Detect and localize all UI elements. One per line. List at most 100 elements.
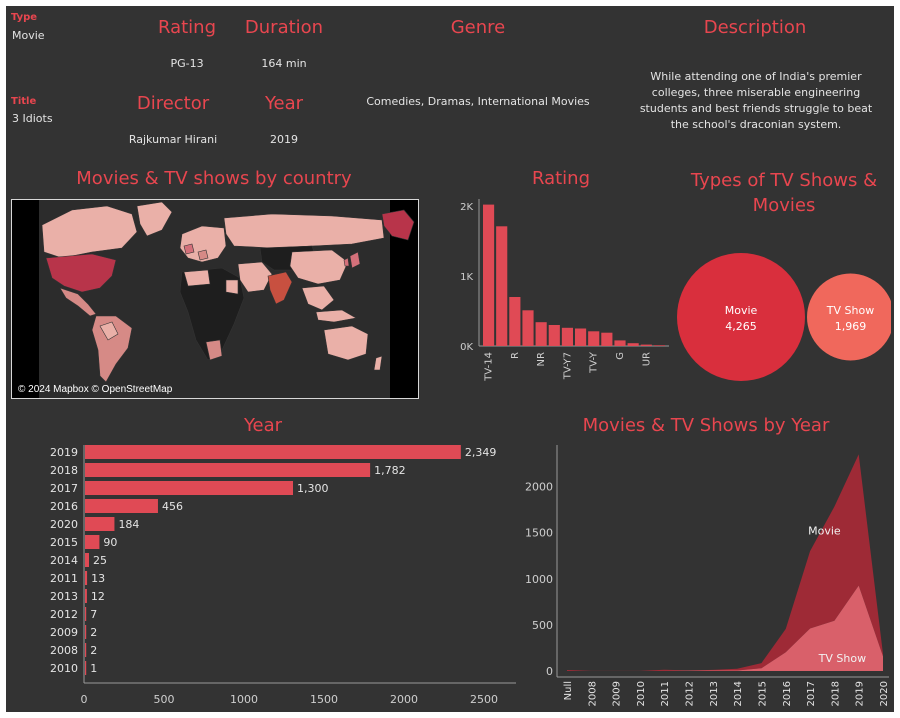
map-colombia bbox=[99, 321, 119, 341]
map-south-africa bbox=[205, 339, 223, 361]
bubble-label: TV Show bbox=[826, 304, 874, 317]
rating-bar-pg bbox=[601, 332, 613, 346]
year-axis-label: 2016 bbox=[50, 500, 78, 513]
year-x-tick: 2500 bbox=[470, 693, 498, 706]
area-x-tick: 2020 bbox=[879, 681, 890, 706]
year-bar-2016 bbox=[85, 499, 158, 513]
year-bar-value: 1,300 bbox=[297, 482, 329, 495]
year-axis-label: 2008 bbox=[50, 644, 78, 657]
year-axis-label: 2009 bbox=[50, 626, 78, 639]
map-indonesia bbox=[315, 309, 357, 323]
area-y-tick: 500 bbox=[532, 619, 553, 632]
genre-header: Genre bbox=[450, 17, 506, 38]
map-alaska bbox=[381, 209, 415, 241]
area-x-tick: 2014 bbox=[733, 681, 744, 706]
year-axis-label: 2018 bbox=[50, 464, 78, 477]
year-chart-title: Year bbox=[243, 415, 283, 436]
year-bar-2011 bbox=[85, 571, 88, 585]
rating-bar-tv-g bbox=[575, 328, 587, 346]
map-greenland bbox=[136, 201, 173, 237]
rating-y-tick: 2K bbox=[460, 202, 473, 213]
map-france bbox=[197, 249, 209, 261]
area-x-tick: 2009 bbox=[612, 681, 623, 706]
duration-value: 164 min bbox=[261, 57, 307, 70]
map-south-america bbox=[91, 315, 133, 383]
year-bar-value: 2 bbox=[90, 644, 97, 657]
map-se-asia bbox=[301, 285, 335, 311]
bubble-chart: Movie 4,265 TV Show 1,969 bbox=[677, 253, 891, 381]
rating-x-tick: G bbox=[615, 352, 626, 360]
rating-bar-tv-pg bbox=[522, 310, 534, 346]
rating-x-tick: R bbox=[510, 352, 521, 359]
duration-header: Duration bbox=[244, 17, 324, 38]
rating-x-tick: TV-Y7 bbox=[562, 352, 573, 380]
world-map-svg bbox=[12, 200, 418, 398]
year-axis-label: 2013 bbox=[50, 590, 78, 603]
area-movie-label: Movie bbox=[808, 525, 841, 538]
year-axis-label: 2020 bbox=[50, 518, 78, 531]
rating-bar-tv-y7 bbox=[561, 327, 573, 346]
area-chart: 0 500 1000 1500 2000 Movie TV Show Null 2008 20… bbox=[525, 445, 890, 706]
year-bar-value: 1,782 bbox=[374, 464, 406, 477]
year-bar-value: 90 bbox=[103, 536, 117, 549]
map-europe bbox=[179, 225, 227, 263]
area-x-tick: 2018 bbox=[830, 681, 841, 706]
year-bar-value: 13 bbox=[91, 572, 105, 585]
rating-chart-title: Rating bbox=[531, 168, 591, 189]
year-header: Year bbox=[264, 93, 304, 114]
rating-bar-tv-14 bbox=[483, 204, 495, 346]
year-axis-label: 2019 bbox=[50, 446, 78, 459]
bubble-tv-show bbox=[807, 273, 891, 361]
year-bar-value: 1 bbox=[90, 662, 97, 675]
year-bar-value: 2,349 bbox=[465, 446, 497, 459]
year-bar-2015 bbox=[85, 535, 100, 549]
rating-header: Rating bbox=[157, 17, 217, 38]
year-axis-label: 2015 bbox=[50, 536, 78, 549]
year-bar-2019 bbox=[85, 445, 461, 459]
area-chart-title: Movies & TV Shows by Year bbox=[582, 415, 830, 436]
area-x-tick: 2017 bbox=[806, 681, 817, 706]
year-x-tick: 1500 bbox=[310, 693, 338, 706]
year-x-tick: 1000 bbox=[230, 693, 258, 706]
area-movie bbox=[567, 454, 883, 671]
area-x-tick: 2019 bbox=[855, 681, 866, 706]
year-bar-value: 2 bbox=[90, 626, 97, 639]
area-x-tick: 2016 bbox=[782, 681, 793, 706]
world-map[interactable]: © 2024 Mapbox © OpenStreetMap bbox=[11, 199, 419, 399]
title-label: Title bbox=[11, 96, 37, 107]
year-bar-2017 bbox=[85, 481, 293, 495]
rating-bar-nc-17 bbox=[653, 345, 665, 346]
rating-bar-tv-y bbox=[588, 331, 600, 346]
area-x-tick: 2013 bbox=[709, 681, 720, 706]
map-title: Movies & TV shows by country bbox=[76, 168, 352, 189]
dashboard: Type Movie Title 3 Idiots Rating PG-13 D… bbox=[6, 6, 894, 712]
area-x-tick: Null bbox=[563, 681, 574, 700]
rating-x-tick: UR bbox=[641, 352, 652, 366]
area-x-tick: 2011 bbox=[660, 681, 671, 706]
rating-y-tick: 0K bbox=[460, 342, 473, 353]
year-x-tick: 500 bbox=[154, 693, 175, 706]
year-bar-value: 7 bbox=[90, 608, 97, 621]
rating-bar-pg-13 bbox=[548, 325, 560, 346]
rating-x-tick: NR bbox=[536, 352, 547, 366]
map-korea bbox=[343, 257, 350, 267]
bubble-chart-title: Types of TV Shows & Movies bbox=[690, 170, 878, 216]
year-bar-value: 184 bbox=[118, 518, 139, 531]
map-attribution: © 2024 Mapbox © OpenStreetMap bbox=[18, 384, 173, 395]
map-egypt bbox=[225, 279, 239, 295]
rating-bar-tv-y7-fv bbox=[627, 343, 639, 346]
rating-y-tick: 1K bbox=[460, 272, 473, 283]
area-x-tick: 2008 bbox=[587, 681, 598, 706]
map-usa bbox=[45, 253, 117, 293]
rating-bar-tv-ma bbox=[496, 226, 508, 346]
rating-value: PG-13 bbox=[170, 57, 204, 70]
bubble-movie bbox=[677, 253, 805, 381]
year-bar-2013 bbox=[85, 589, 87, 603]
year-axis-label: 2011 bbox=[50, 572, 78, 585]
director-header: Director bbox=[136, 93, 210, 114]
year-axis-label: 2014 bbox=[50, 554, 78, 567]
area-x-tick: 2010 bbox=[636, 681, 647, 706]
year-axis-label: 2017 bbox=[50, 482, 78, 495]
year-bar-2008 bbox=[85, 643, 87, 657]
